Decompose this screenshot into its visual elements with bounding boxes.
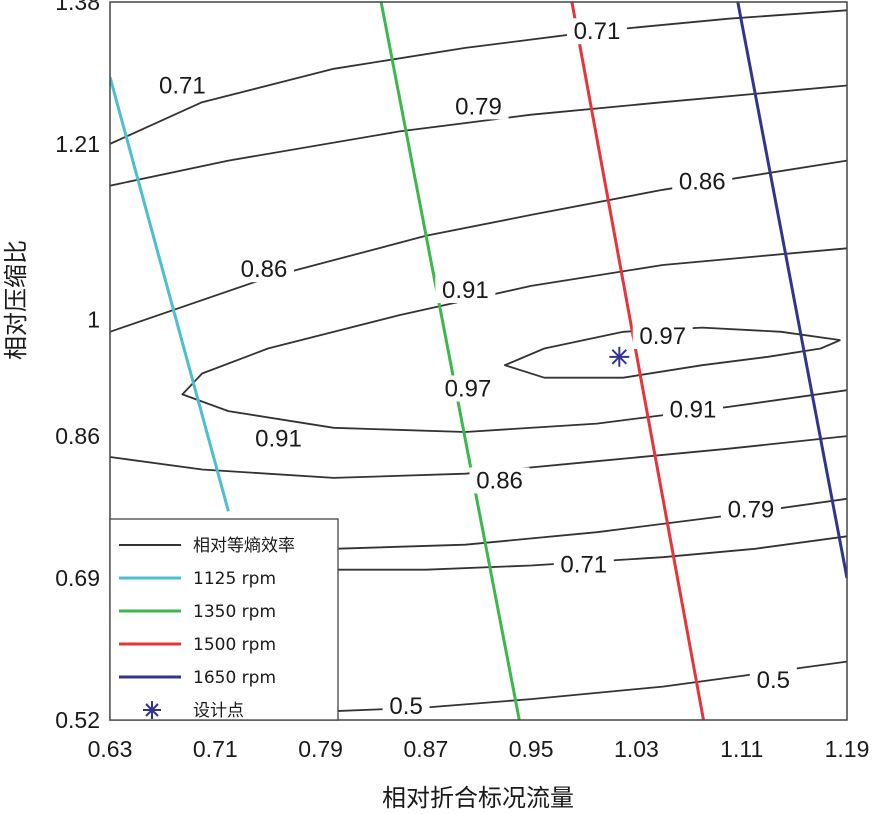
y-tick-label-1: 0.69 (55, 565, 100, 591)
legend: 相对等熵效率 1125 rpm 1350 rpm 1500 rpm 1650 rpm 设计… (109, 518, 339, 721)
legend-marker-design-point (143, 701, 161, 719)
contour-label-15: 0.5 (389, 693, 422, 720)
legend-box (109, 518, 339, 721)
legend-label-2: 1350 rpm (193, 602, 276, 622)
x-tick-label-3: 0.87 (403, 736, 448, 762)
contour-label-3: 0.86 (679, 169, 726, 196)
legend-label-5: 设计点 (193, 701, 244, 721)
contour-label-5: 0.91 (442, 277, 489, 304)
contour-label-8: 0.91 (670, 396, 717, 423)
contour-label-bg (248, 425, 309, 452)
speed-line-1350-rpm (379, 2, 521, 720)
x-tick-label-5: 1.03 (614, 736, 659, 762)
legend-label-3: 1500 rpm (193, 635, 276, 655)
contour-label-7: 0.97 (445, 376, 492, 403)
contour-line-6 (110, 9, 847, 145)
contour-label-bg (233, 256, 294, 283)
contour-label-1: 0.71 (159, 72, 206, 99)
contour-line-2 (110, 84, 847, 187)
y-tick-label-4: 1.21 (55, 131, 100, 157)
contour-label-0: 0.71 (574, 18, 621, 45)
contour-label-bg (663, 396, 724, 423)
x-tick-label-6: 1.11 (720, 736, 763, 762)
contour-label-bg (632, 322, 693, 349)
x-tick-label-1: 0.71 (193, 736, 238, 762)
legend-label-1: 1125 rpm (193, 569, 276, 589)
contour-label-bg (720, 496, 781, 523)
x-tick-label-2: 0.79 (298, 736, 343, 762)
contour-label-bg (435, 277, 496, 304)
contour-line-3 (110, 435, 847, 479)
contour-label-6: 0.97 (639, 323, 686, 350)
contour-label-bg (152, 72, 213, 99)
tick-labels: 0.63 0.71 0.79 0.87 0.95 1.03 1.11 1.19 0.52 0.69… (55, 0, 869, 762)
contour-line-0 (503, 326, 841, 379)
contour-label-2: 0.79 (455, 93, 502, 120)
x-tick-label-0: 0.63 (88, 736, 133, 762)
x-tick-label-4: 0.95 (509, 736, 554, 762)
y-axis-label: 相对压缩比 (2, 240, 30, 360)
contour-label-bg (469, 467, 530, 494)
y-tick-label-5: 1.38 (55, 0, 100, 15)
contour-label-11: 0.79 (728, 497, 775, 524)
contour-label-9: 0.91 (255, 426, 302, 453)
speed-line-1650-rpm (736, 2, 847, 579)
contour-label-bg (672, 168, 733, 195)
contour-label-bg (566, 18, 627, 45)
y-tick-label-2: 0.86 (55, 423, 100, 449)
speed-line-1125-rpm (110, 76, 230, 512)
contour-line-4 (110, 159, 847, 333)
contour-label-10: 0.86 (476, 467, 523, 494)
contour-label-13: 0.71 (560, 552, 607, 579)
contour-label-bg (448, 93, 509, 120)
contour-label-bg (437, 375, 498, 402)
legend-label-0: 相对等熵效率 (193, 536, 295, 556)
contour-label-4: 0.86 (241, 256, 288, 283)
y-tick-label-0: 0.52 (55, 707, 100, 733)
legend-label-4: 1650 rpm (193, 668, 276, 688)
x-axis-label: 相对折合标况流量 (382, 784, 574, 812)
contour-label-bg (749, 666, 797, 693)
contour-label-bg (382, 692, 430, 719)
speed-line-1500-rpm (570, 2, 705, 720)
y-tick-label-3: 1 (87, 306, 100, 332)
contour-label-14: 0.5 (757, 667, 790, 694)
design-point-marker (609, 346, 630, 367)
plot-frame (109, 1, 848, 721)
x-tick-label-7: 1.19 (825, 736, 870, 762)
contour-label-bg (553, 551, 614, 578)
